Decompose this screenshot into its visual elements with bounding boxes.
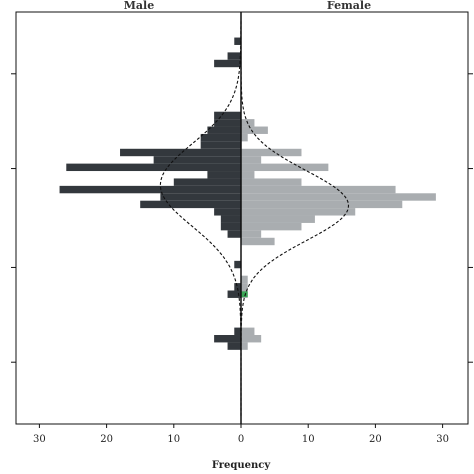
bar-male-11 (207, 171, 241, 179)
bar-male-2 (214, 59, 241, 68)
x-tick-label-0: 30 (33, 434, 46, 445)
bar-male-10 (66, 163, 241, 172)
bar-male-15 (140, 200, 241, 209)
bar-female-25 (241, 327, 255, 336)
bar-female-8 (241, 148, 302, 157)
bar-male-19 (227, 230, 241, 238)
bar-male-14 (160, 193, 241, 201)
bar-male-25 (234, 327, 241, 336)
x-tick-label-3: 0 (238, 434, 244, 445)
x-tick-label-5: 20 (369, 434, 382, 445)
bar-female-5 (241, 126, 268, 134)
x-axis-ticks: 30 20 10 0 10 20 30 (33, 424, 449, 445)
bar-female-13 (241, 185, 396, 194)
highlight-bar (241, 291, 248, 298)
bar-female-9 (241, 156, 262, 164)
bar-male-3 (214, 111, 241, 120)
panel-titles: Male Female (124, 0, 371, 12)
bar-male-21 (234, 260, 241, 269)
bar-female-26 (241, 335, 262, 343)
bar-female-6 (241, 133, 248, 142)
x-tick-label-6: 30 (436, 434, 449, 445)
histogram-bars (59, 37, 436, 350)
bar-female-17 (241, 215, 315, 223)
bar-female-22 (241, 275, 248, 284)
bar-female-10 (241, 163, 329, 172)
panel-title-female: Female (327, 0, 371, 12)
bar-female-18 (241, 222, 302, 231)
x-tick-label-2: 10 (167, 434, 180, 445)
bar-male-12 (173, 178, 241, 186)
bar-female-23 (241, 283, 248, 291)
panel-title-male: Male (124, 0, 154, 12)
bar-male-8 (120, 148, 241, 157)
bar-female-14 (241, 193, 436, 201)
bar-male-1 (227, 52, 241, 60)
bar-female-16 (241, 208, 356, 216)
bar-female-27 (241, 342, 248, 350)
bar-male-0 (234, 37, 241, 45)
bar-female-15 (241, 200, 403, 209)
bar-male-6 (200, 133, 241, 142)
bar-male-4 (214, 119, 241, 127)
bar-female-20 (241, 237, 275, 246)
bar-male-23 (234, 283, 241, 291)
bar-female-11 (241, 171, 255, 179)
bar-female-19 (241, 230, 262, 238)
bar-male-7 (200, 141, 241, 149)
x-tick-label-1: 20 (100, 434, 113, 445)
bar-male-16 (214, 208, 241, 216)
y-axis-ticks (11, 73, 473, 363)
bar-male-27 (227, 342, 241, 350)
x-axis-label: Frequency (212, 460, 272, 471)
bar-male-18 (220, 222, 241, 231)
bar-male-26 (214, 335, 241, 343)
bar-male-9 (153, 156, 241, 164)
bar-male-17 (220, 215, 241, 223)
bar-female-12 (241, 178, 302, 186)
bar-male-5 (207, 126, 241, 134)
plot-frame (15, 11, 469, 425)
x-tick-label-4: 10 (302, 434, 315, 445)
bar-male-13 (59, 185, 242, 194)
bar-male-24 (227, 290, 241, 298)
